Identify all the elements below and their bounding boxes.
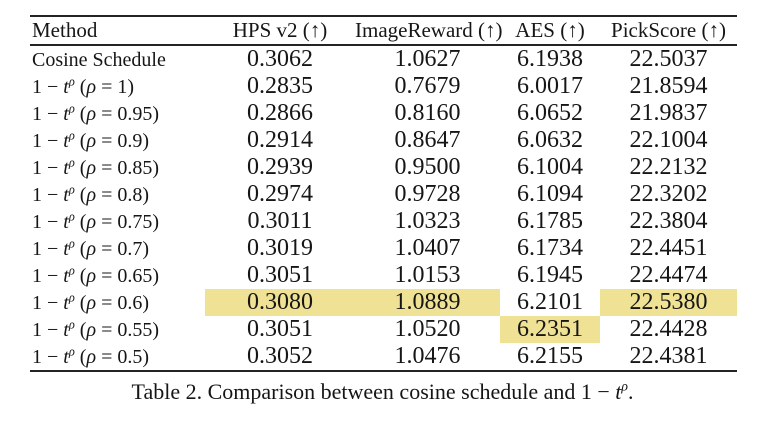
method-cell: 1 − tρ (ρ = 0.55) [32,317,160,341]
method-cell: 1 − tρ (ρ = 0.5) [32,344,150,368]
value-cell: 0.2866 [247,100,313,126]
value-cell: 22.4474 [629,262,708,288]
value-cell: 1.0476 [394,343,461,369]
table-row: 1 − tρ (ρ = 0.85) 0.2939 0.9500 6.1004 22.21… [30,154,737,181]
value-cell: 0.7679 [394,73,461,99]
value-cell: 0.3052 [247,343,313,369]
value-cell: 0.3019 [247,235,313,261]
value-cell: 0.9500 [394,154,461,180]
value-cell: 21.9837 [629,100,708,126]
value-cell: 6.2351 [500,316,600,343]
value-cell: 1.0889 [355,289,500,316]
value-cell: 22.4451 [629,235,708,261]
method-cell: 1 − tρ (ρ = 0.7) [32,236,150,260]
column-header: ImageReward (↑) [355,16,503,46]
value-cell: 22.3804 [629,208,708,234]
value-cell: 6.1094 [517,181,583,207]
value-cell: 1.0520 [394,316,461,342]
value-cell: 0.2939 [247,154,313,180]
value-cell: 22.4428 [629,316,708,342]
value-cell: 6.1945 [517,262,583,288]
value-cell: 22.5037 [629,46,708,72]
results-table-wrap: Method HPS v2 (↑) ImageReward (↑) AES (↑) Pi… [30,15,737,372]
value-cell: 0.2974 [247,181,313,207]
table-row: 1 − tρ (ρ = 0.75) 0.3011 1.0323 6.1785 22.38… [30,208,737,235]
value-cell: 1.0407 [394,235,461,261]
value-cell: 22.2132 [629,154,708,180]
caption-period: . [627,379,634,404]
value-cell: 22.4381 [629,343,708,369]
method-cell: 1 − tρ (ρ = 0.8) [32,182,150,206]
value-cell: 1.0153 [394,262,461,288]
caption-text: Table 2. Comparison between cosine sched… [131,379,616,404]
column-header: AES (↑) [500,16,600,46]
table-row: 1 − tρ (ρ = 0.7) 0.3019 1.0407 6.1734 22.445… [30,235,737,262]
value-cell: 0.2914 [247,127,313,153]
value-cell: 6.1785 [517,208,583,234]
table-row: 1 − tρ (ρ = 0.8) 0.2974 0.9728 6.1094 22.320… [30,181,737,208]
table-body: Cosine Schedule 0.3062 1.0627 6.1938 22.5037… [30,45,737,371]
results-table: Method HPS v2 (↑) ImageReward (↑) AES (↑) Pi… [30,15,737,372]
value-cell: 22.3202 [629,181,708,207]
value-cell: 22.5380 [600,289,737,316]
column-header: Method [30,16,205,46]
value-cell: 6.2101 [517,289,583,315]
value-cell: 1.0627 [394,46,461,72]
caption-sup: ρ [621,378,628,394]
caption-var: t [615,379,622,404]
value-cell: 6.1004 [517,154,583,180]
method-cell: 1 − tρ (ρ = 0.75) [32,209,160,233]
column-header: HPS v2 (↑) [205,16,355,46]
value-cell: 21.8594 [629,73,708,99]
table-row: 1 − tρ (ρ = 1) 0.2835 0.7679 6.0017 21.8594 [30,73,737,100]
value-cell: 0.3080 [205,289,355,316]
value-cell: 6.0652 [517,100,583,126]
value-cell: 0.8160 [394,100,461,126]
table-row: 1 − tρ (ρ = 0.5) 0.3052 1.0476 6.2155 22.438… [30,343,737,371]
value-cell: 0.3051 [247,316,313,342]
value-cell: 0.8647 [394,127,461,153]
table-row: Cosine Schedule 0.3062 1.0627 6.1938 22.5037 [30,45,737,73]
table-row: 1 − tρ (ρ = 0.55) 0.3051 1.0520 6.2351 22.44… [30,316,737,343]
value-cell: 1.0323 [394,208,461,234]
method-cell: Cosine Schedule [32,49,166,71]
table-row: 1 − tρ (ρ = 0.65) 0.3051 1.0153 6.1945 22.44… [30,262,737,289]
value-cell: 0.9728 [394,181,461,207]
value-cell: 0.2835 [247,73,313,99]
value-cell: 6.0017 [517,73,583,99]
method-cell: 1 − tρ (ρ = 0.6) [32,290,150,314]
method-cell: 1 − tρ (ρ = 1) [32,74,135,98]
value-cell: 0.3011 [247,208,313,234]
value-cell: 6.0632 [517,127,583,153]
value-cell: 0.3051 [247,262,313,288]
table-row: 1 − tρ (ρ = 0.6) 0.3080 1.0889 6.2101 22.538… [30,289,737,316]
column-header: PickScore (↑) [600,16,737,46]
table-row: 1 − tρ (ρ = 0.95) 0.2866 0.8160 6.0652 21.98… [30,100,737,127]
value-cell: 0.3062 [247,46,313,72]
value-cell: 22.1004 [629,127,708,153]
value-cell: 6.2155 [517,343,583,369]
method-cell: 1 − tρ (ρ = 0.95) [32,101,160,125]
table-row: 1 − tρ (ρ = 0.9) 0.2914 0.8647 6.0632 22.100… [30,127,737,154]
header-row: Method HPS v2 (↑) ImageReward (↑) AES (↑) Pi… [30,16,737,46]
method-cell: 1 − tρ (ρ = 0.65) [32,263,160,287]
table-caption: Table 2. Comparison between cosine sched… [0,379,765,405]
value-cell: 6.1938 [517,46,583,72]
value-cell: 6.1734 [517,235,583,261]
method-cell: 1 − tρ (ρ = 0.9) [32,128,150,152]
method-cell: 1 − tρ (ρ = 0.85) [32,155,160,179]
